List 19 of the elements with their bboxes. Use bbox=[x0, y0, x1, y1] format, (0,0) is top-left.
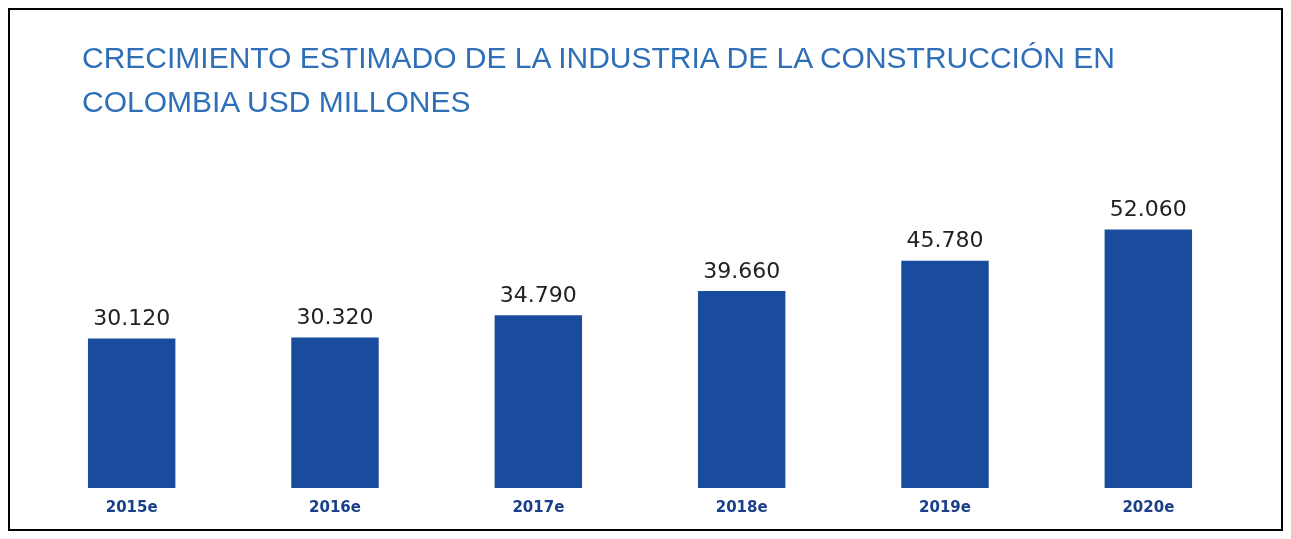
data-label: 34.790 bbox=[499, 281, 577, 307]
data-label: 39.660 bbox=[703, 257, 781, 283]
bar bbox=[697, 291, 786, 488]
data-label: 30.320 bbox=[296, 304, 374, 330]
bar bbox=[87, 338, 176, 488]
x-tick-label: 2016e bbox=[309, 497, 361, 516]
x-tick-label: 2015e bbox=[105, 497, 158, 516]
x-tick-label: 2017e bbox=[512, 497, 565, 516]
bar bbox=[901, 260, 989, 488]
data-label: 30.120 bbox=[93, 305, 171, 331]
x-tick-label: 2020e bbox=[1122, 497, 1175, 516]
data-label: 45.780 bbox=[906, 227, 984, 253]
bar bbox=[494, 315, 583, 488]
bar bbox=[1104, 229, 1193, 488]
data-label: 52.060 bbox=[1109, 196, 1187, 222]
chart-title: CRECIMIENTO ESTIMADO DE LA INDUSTRIA DE LA CONSTRUCCIÓN EN COLOMBIA USD MILLONES bbox=[81, 40, 1116, 120]
x-tick-label: 2019e bbox=[919, 497, 971, 516]
x-tick-label: 2018e bbox=[715, 497, 768, 516]
bar bbox=[291, 337, 379, 488]
